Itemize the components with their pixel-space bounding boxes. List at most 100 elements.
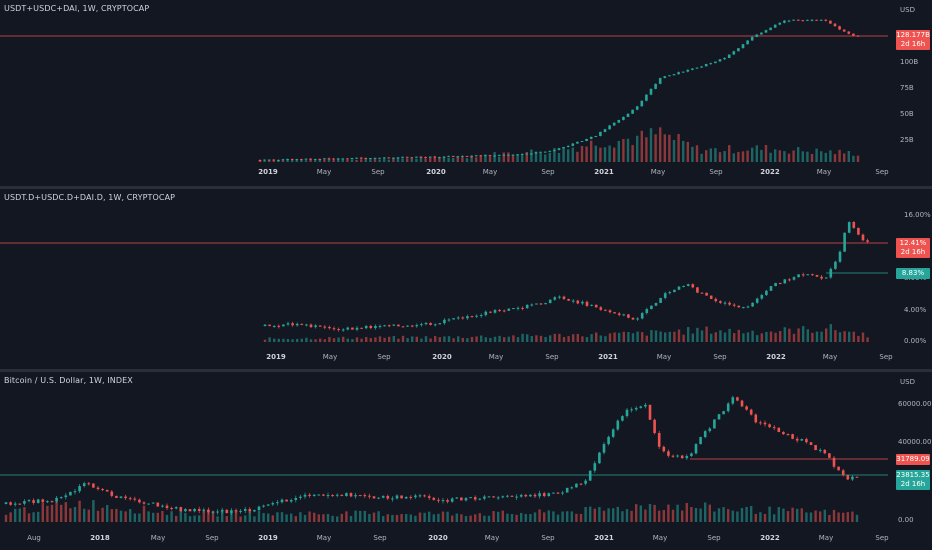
candle: [553, 297, 557, 300]
pane-separator[interactable]: [0, 369, 932, 372]
volume-bar: [673, 331, 676, 342]
candle: [96, 487, 100, 490]
x-tick: Sep: [875, 168, 889, 176]
volume-bar: [442, 157, 446, 162]
candle: [401, 156, 404, 158]
volume-bar: [92, 500, 95, 522]
volume-bar: [838, 332, 842, 342]
volume-bar: [838, 149, 841, 162]
x-tick: Sep: [707, 534, 721, 542]
volume-bar: [691, 333, 694, 342]
candle: [562, 296, 566, 299]
volume-bar: [184, 513, 187, 522]
candle: [470, 316, 474, 318]
candle: [653, 419, 656, 434]
candle: [314, 325, 317, 328]
candle: [456, 156, 460, 158]
volume-bar: [497, 511, 500, 522]
candle: [41, 499, 45, 502]
candle: [769, 286, 773, 291]
volume-bar: [866, 337, 869, 342]
pane-separator[interactable]: [0, 186, 932, 189]
volume-bar: [704, 502, 707, 522]
candle: [488, 155, 492, 157]
volume-bar: [718, 152, 722, 162]
volume-bar: [309, 158, 312, 162]
volume-bar: [314, 160, 317, 162]
volume-bar: [429, 156, 432, 162]
candle: [677, 286, 681, 290]
candle: [346, 327, 350, 330]
candle: [769, 27, 772, 31]
volume-bar: [608, 333, 612, 342]
candle: [754, 414, 758, 423]
horizontal-line-badge[interactable]: 8.83%: [896, 268, 930, 279]
horizontal-line-badge[interactable]: 31789.09: [896, 454, 930, 465]
candle: [466, 316, 469, 319]
chart-pane-bitcoin-usd[interactable]: Bitcoin / U.S. Dollar, 1W, INDEX USD 600…: [0, 372, 932, 550]
candle: [691, 68, 694, 70]
candle: [648, 404, 652, 420]
candles-stablecoin-mcap[interactable]: [0, 0, 932, 186]
volume-bar: [457, 336, 460, 342]
chart-pane-stablecoin-dominance[interactable]: USDT.D+USDC.D+DAI.D, 1W, CRYPTOCAP 16.00…: [0, 189, 932, 369]
volume-bar: [474, 514, 477, 522]
candle: [634, 407, 638, 410]
candle: [507, 154, 510, 156]
volume-bar: [847, 150, 850, 162]
candle: [438, 323, 442, 325]
volume-bar: [406, 158, 409, 162]
candle: [695, 67, 699, 69]
volume-bar: [465, 158, 469, 162]
volume-bar: [599, 335, 602, 342]
candle: [783, 279, 787, 284]
candle: [584, 480, 587, 484]
volume-bar: [562, 337, 566, 342]
volume-bar: [460, 514, 463, 522]
volume-bar: [520, 512, 523, 522]
candle: [714, 298, 718, 302]
candle: [318, 325, 322, 327]
volume-bar: [530, 149, 533, 162]
axis-unit: USD: [900, 6, 915, 14]
volume-bar: [478, 513, 481, 522]
candle: [851, 476, 854, 480]
candle: [737, 48, 740, 52]
volume-bar: [469, 515, 472, 522]
candle: [373, 157, 377, 159]
candle: [433, 324, 437, 326]
x-tick: 2022: [760, 168, 780, 176]
candle: [654, 83, 657, 89]
candle: [791, 434, 794, 439]
volume-bar: [253, 516, 256, 522]
candle: [280, 499, 284, 503]
candle: [534, 152, 538, 154]
chart-pane-stablecoin-mcap[interactable]: USDT+USDC+DAI, 1W, CRYPTOCAP USD 100B 75…: [0, 0, 932, 186]
candle: [631, 317, 635, 320]
volume-bar: [331, 515, 334, 522]
candle: [391, 498, 394, 500]
x-tick: Sep: [371, 168, 385, 176]
candle: [602, 444, 606, 453]
volume-bar: [687, 327, 690, 342]
volume-bar: [424, 158, 427, 162]
volume-bar: [650, 330, 653, 342]
candle: [792, 19, 795, 21]
candle: [709, 295, 713, 299]
volume-bar: [682, 334, 685, 342]
volume-bar: [374, 337, 377, 342]
volume-bar: [809, 512, 813, 522]
candle: [335, 494, 339, 496]
volume-bar: [561, 511, 564, 522]
y-tick: 50B: [900, 110, 914, 118]
candle: [603, 129, 607, 132]
candle: [561, 492, 564, 494]
candles-stablecoin-dominance[interactable]: [0, 189, 932, 369]
volume-bar: [419, 157, 423, 162]
volume-bar: [262, 513, 265, 522]
volume-bar: [9, 512, 12, 522]
candle: [179, 507, 183, 512]
volume-bar: [641, 332, 644, 342]
candle: [318, 158, 322, 160]
candles-bitcoin-usd[interactable]: [0, 372, 932, 550]
